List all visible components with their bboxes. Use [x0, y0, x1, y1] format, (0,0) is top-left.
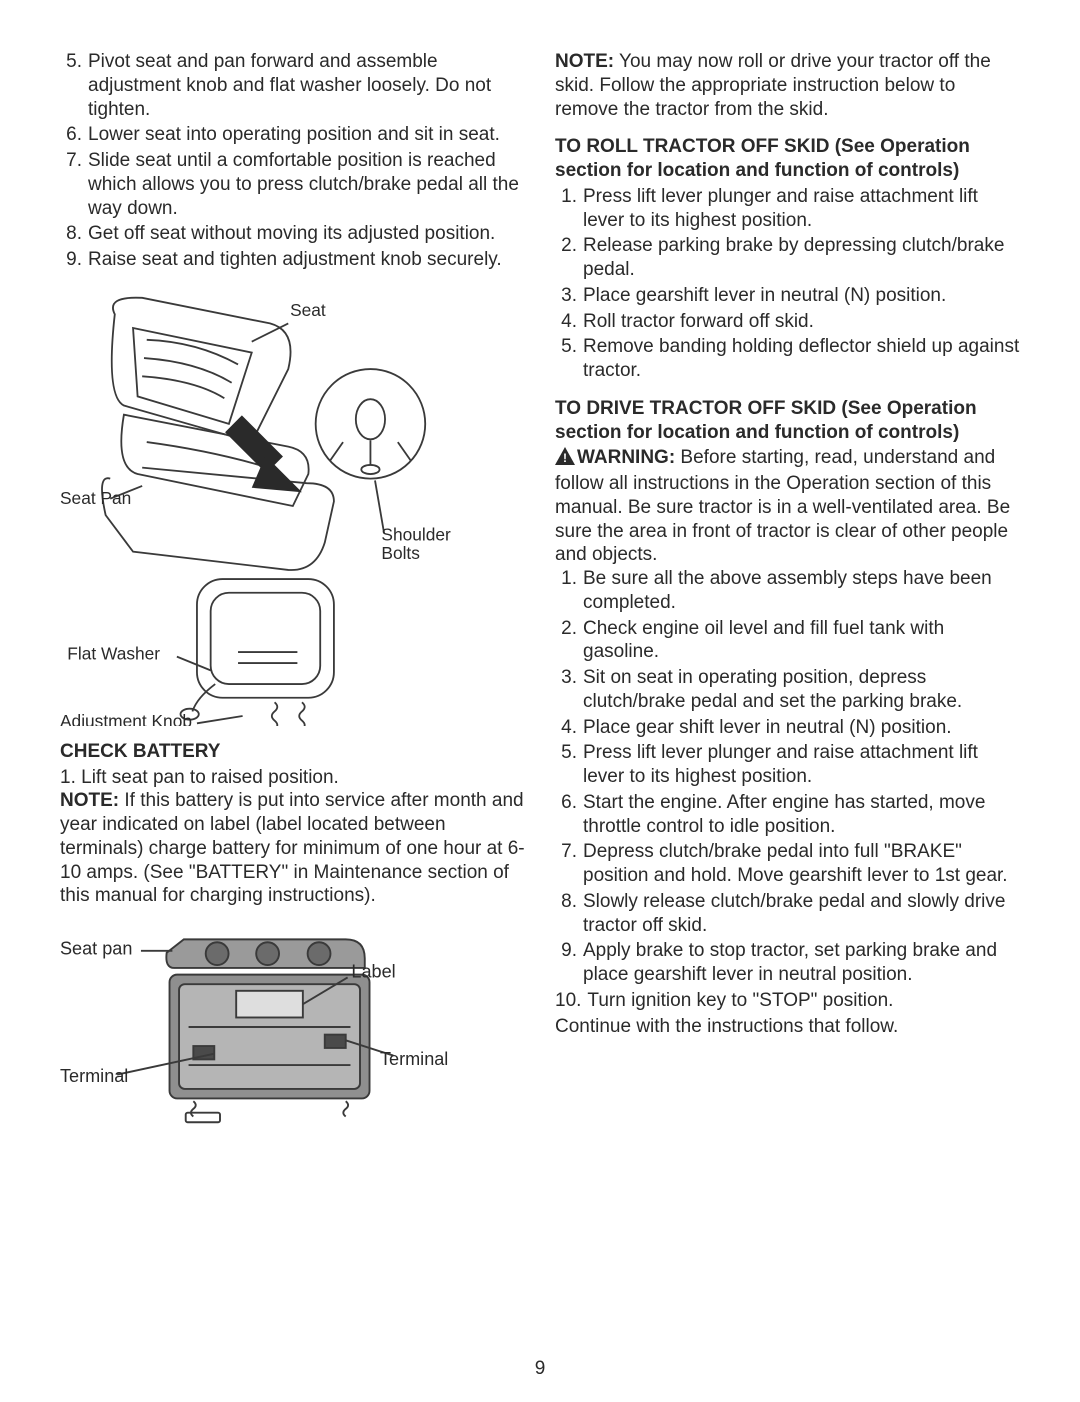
step-text: Slide seat until a comfortable position … [88, 149, 525, 220]
check-battery-step: 1. Lift seat pan to raised position. [60, 766, 525, 790]
continue-line: Continue with the instructions that foll… [555, 1015, 1020, 1039]
step-text: Press lift lever plunger and raise attac… [583, 741, 1020, 789]
list-item: 6.Lower seat into operating position and… [60, 123, 525, 147]
step-number: 4. [555, 716, 583, 740]
list-item: 5.Pivot seat and pan forward and assembl… [60, 50, 525, 121]
step-number: 5. [555, 335, 583, 383]
roll-heading: TO ROLL TRACTOR OFF SKID (See Operation … [555, 135, 1020, 183]
fig-label-seat-pan: Seat Pan [60, 488, 131, 508]
step-number: 10. [555, 989, 587, 1013]
page-number: 9 [0, 1358, 1080, 1380]
fig-label-terminal-right: Terminal [380, 1049, 448, 1069]
drive-steps-list: 1.Be sure all the above assembly steps h… [555, 567, 1020, 1013]
list-item: 5.Remove banding holding deflector shiel… [555, 335, 1020, 383]
fig-label-seat: Seat [290, 300, 326, 320]
step-text: Sit on seat in operating position, depre… [583, 666, 1020, 714]
step-text: Place gear shift lever in neutral (N) po… [583, 716, 1020, 740]
step-text: Lower seat into operating position and s… [88, 123, 525, 147]
svg-text:!: ! [563, 451, 567, 465]
step-number: 3. [555, 284, 583, 308]
battery-diagram-svg: Seat pan Label Terminal Terminal [60, 922, 460, 1132]
step-number: 2. [555, 617, 583, 665]
fig-label-flat-washer: Flat Washer [67, 643, 160, 663]
step-number: 9. [60, 248, 88, 272]
note-label: NOTE: [555, 51, 614, 72]
step-text: Check engine oil level and fill fuel tan… [583, 617, 1020, 665]
step-text: Remove banding holding deflector shield … [583, 335, 1020, 383]
battery-figure: Seat pan Label Terminal Terminal [60, 922, 525, 1132]
seat-diagram-svg: Seat Seat Pan ShoulderBolts Flat Washer … [60, 286, 480, 726]
fig-label-terminal-left: Terminal [60, 1066, 128, 1086]
list-item: 7.Slide seat until a comfortable positio… [60, 149, 525, 220]
step-text: Pivot seat and pan forward and assemble … [88, 50, 525, 121]
step-number: 9. [555, 939, 583, 987]
step-text: Press lift lever plunger and raise attac… [583, 185, 1020, 233]
step-text: Roll tractor forward off skid. [583, 310, 1020, 334]
top-note: NOTE: You may now roll or drive your tra… [555, 50, 1020, 121]
list-item: 2.Release parking brake by depressing cl… [555, 234, 1020, 282]
seat-assembly-figure: Seat Seat Pan ShoulderBolts Flat Washer … [60, 286, 525, 726]
step-number: 2. [555, 234, 583, 282]
list-item: 9.Apply brake to stop tractor, set parki… [555, 939, 1020, 987]
list-item: 3.Sit on seat in operating position, dep… [555, 666, 1020, 714]
step-number: 7. [60, 149, 88, 220]
step-text: Start the engine. After engine has start… [583, 791, 1020, 839]
fig-label-label: Label [351, 961, 395, 981]
step-text: Release parking brake by depressing clut… [583, 234, 1020, 282]
note-label: NOTE: [60, 790, 119, 811]
step-number: 3. [555, 666, 583, 714]
list-item: 5.Press lift lever plunger and raise att… [555, 741, 1020, 789]
step-text: Turn ignition key to "STOP" position. [587, 989, 1020, 1013]
list-item: 9.Raise seat and tighten adjustment knob… [60, 248, 525, 272]
list-item: 8.Slowly release clutch/brake pedal and … [555, 890, 1020, 938]
fig-label-adj-knob: Adjustment Knob [60, 711, 192, 726]
step-number: 1. [555, 567, 583, 615]
list-item: 7.Depress clutch/brake pedal into full "… [555, 840, 1020, 888]
drive-heading: TO DRIVE TRACTOR OFF SKID (See Operation… [555, 397, 1020, 445]
battery-note: NOTE: If this battery is put into servic… [60, 789, 525, 908]
list-item: 8.Get off seat without moving its adjust… [60, 222, 525, 246]
warning-icon: ! [555, 447, 575, 472]
step-text: Raise seat and tighten adjustment knob s… [88, 248, 525, 272]
roll-steps-list: 1.Press lift lever plunger and raise att… [555, 185, 1020, 383]
warning-label: WARNING: [577, 447, 675, 468]
note-text: If this battery is put into service afte… [60, 790, 525, 906]
right-column: NOTE: You may now roll or drive your tra… [555, 50, 1020, 1142]
list-item: 4.Roll tractor forward off skid. [555, 310, 1020, 334]
list-item: 3.Place gearshift lever in neutral (N) p… [555, 284, 1020, 308]
step-number: 4. [555, 310, 583, 334]
step-text: Get off seat without moving its adjusted… [88, 222, 525, 246]
list-item: 4.Place gear shift lever in neutral (N) … [555, 716, 1020, 740]
fig-label-shoulder-bolts: ShoulderBolts [381, 524, 451, 562]
seat-steps-list: 5.Pivot seat and pan forward and assembl… [60, 50, 525, 272]
step-number: 1. [555, 185, 583, 233]
step-text: Slowly release clutch/brake pedal and sl… [583, 890, 1020, 938]
step-text: Depress clutch/brake pedal into full "BR… [583, 840, 1020, 888]
list-item: 10.Turn ignition key to "STOP" position. [555, 989, 1020, 1013]
step-number: 5. [60, 50, 88, 121]
step-text: Be sure all the above assembly steps hav… [583, 567, 1020, 615]
page-content: 5.Pivot seat and pan forward and assembl… [60, 50, 1020, 1142]
note-text: You may now roll or drive your tractor o… [555, 51, 991, 120]
list-item: 1.Press lift lever plunger and raise att… [555, 185, 1020, 233]
left-column: 5.Pivot seat and pan forward and assembl… [60, 50, 525, 1142]
check-battery-heading: CHECK BATTERY [60, 740, 525, 764]
step-number: 6. [60, 123, 88, 147]
list-item: 1.Be sure all the above assembly steps h… [555, 567, 1020, 615]
list-item: 2.Check engine oil level and fill fuel t… [555, 617, 1020, 665]
step-number: 7. [555, 840, 583, 888]
step-number: 8. [555, 890, 583, 938]
list-item: 6.Start the engine. After engine has sta… [555, 791, 1020, 839]
step-number: 6. [555, 791, 583, 839]
step-text: Place gearshift lever in neutral (N) pos… [583, 284, 1020, 308]
step-text: Apply brake to stop tractor, set parking… [583, 939, 1020, 987]
fig-label-seat-pan2: Seat pan [60, 939, 132, 959]
warning-paragraph: ! WARNING: Before starting, read, unders… [555, 446, 1020, 567]
step-number: 5. [555, 741, 583, 789]
step-number: 8. [60, 222, 88, 246]
